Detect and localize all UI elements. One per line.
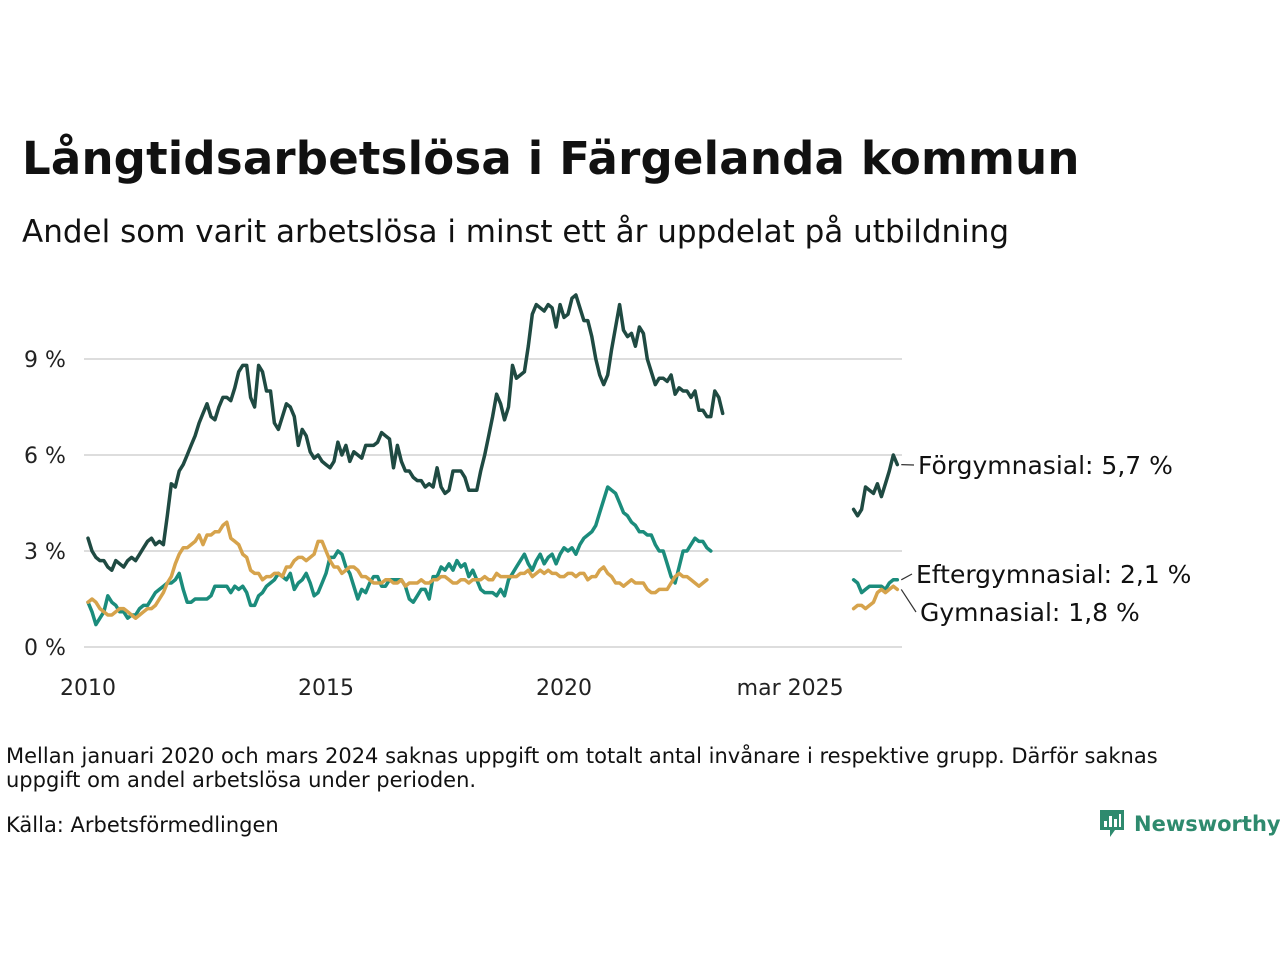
end-label-förgymnasial: Förgymnasial: 5,7 % xyxy=(918,451,1173,480)
footnote: Mellan januari 2020 och mars 2024 saknas… xyxy=(6,744,1158,792)
source-text: Källa: Arbetsförmedlingen xyxy=(6,813,279,837)
x-tick-label: 2010 xyxy=(60,676,116,701)
end-labels: Förgymnasial: 5,7 % Eftergymnasial: 2,1 %… xyxy=(900,451,1191,627)
leader-line xyxy=(900,589,917,613)
x-axis: 2010 2015 2020 mar 2025 xyxy=(60,676,844,701)
series-line-gymnasial-segment-2 xyxy=(851,584,900,611)
end-label-eftergymnasial: Eftergymnasial: 2,1 % xyxy=(916,560,1191,589)
y-tick-label: 3 % xyxy=(24,540,66,565)
end-label-gymnasial: Gymnasial: 1,8 % xyxy=(920,598,1140,627)
y-tick-label: 6 % xyxy=(24,444,66,469)
leader-line xyxy=(900,573,913,581)
y-axis: 0 % 3 % 6 % 9 % xyxy=(24,348,66,661)
x-tick-label: 2015 xyxy=(298,676,354,701)
x-tick-label: 2020 xyxy=(536,676,592,701)
series-line-gymnasial-segment-1 xyxy=(86,520,709,620)
chart-subtitle: Andel som varit arbetslösa i minst ett å… xyxy=(22,214,1010,250)
y-tick-label: 0 % xyxy=(24,636,66,661)
series-line-förgymnasial-segment-2 xyxy=(851,453,900,518)
y-tick-label: 9 % xyxy=(24,348,66,373)
logo-text: Newsworthy xyxy=(1134,812,1280,836)
x-tick-label: mar 2025 xyxy=(737,676,844,701)
line-chart: 0 % 3 % 6 % 9 % 2010 2015 2020 mar 2025 Förgym… xyxy=(24,293,1191,701)
series-line-eftergymnasial-segment-1 xyxy=(86,485,713,627)
newsworthy-logo: Newsworthy xyxy=(1098,808,1280,840)
grid-layer xyxy=(84,358,902,648)
chart-title: Långtidsarbetslösa i Färgelanda kommun xyxy=(22,132,1080,185)
series-layer xyxy=(86,293,900,627)
series-line-förgymnasial-segment-1 xyxy=(86,293,725,572)
newsworthy-chart-icon xyxy=(1100,810,1124,837)
series-line-eftergymnasial-segment-2 xyxy=(851,578,900,595)
